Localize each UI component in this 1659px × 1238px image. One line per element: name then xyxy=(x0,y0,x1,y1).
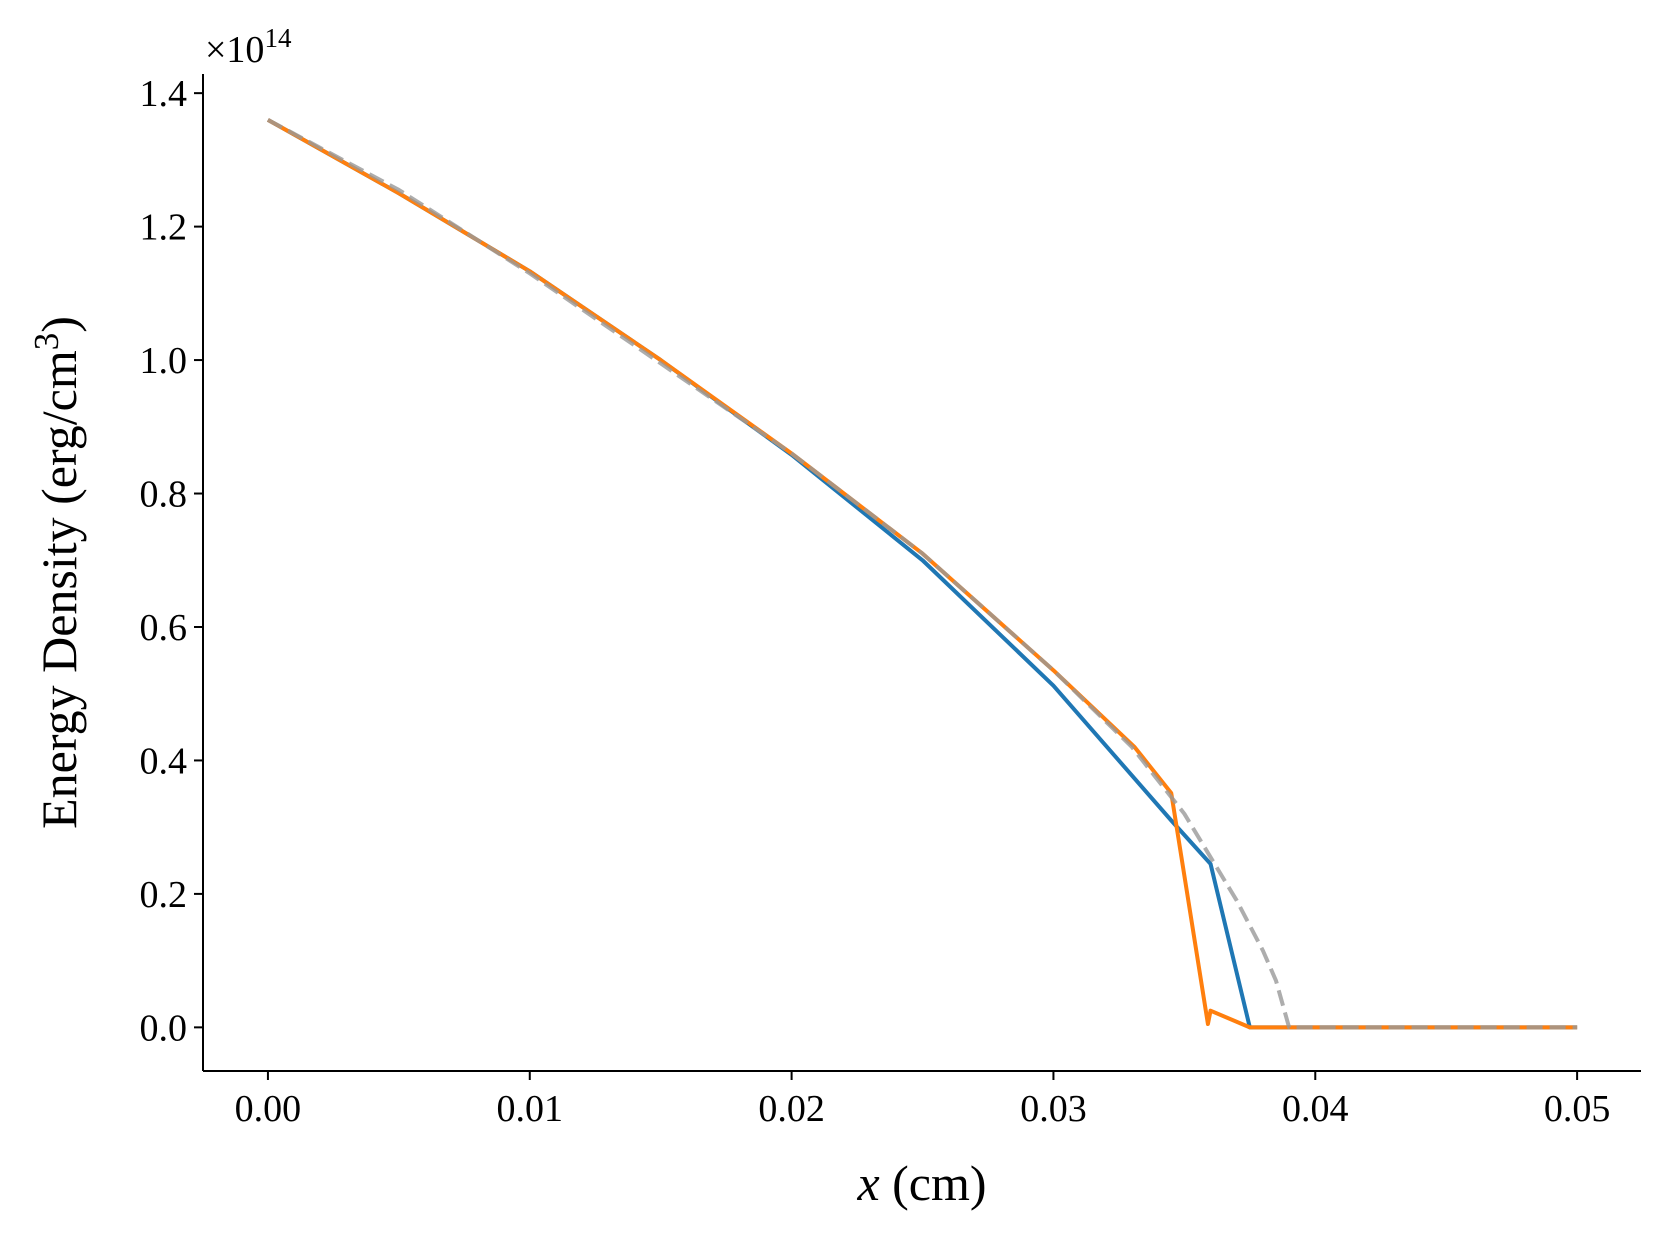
x-axis-label-unit: (cm) xyxy=(880,1155,987,1211)
y-offset-label: ×1014 xyxy=(205,23,292,71)
y-tick-label: 0.0 xyxy=(140,1007,188,1049)
y-tick-label: 0.4 xyxy=(140,740,188,782)
x-tick-label: 0.02 xyxy=(758,1088,825,1130)
x-tick-label: 0.05 xyxy=(1544,1088,1611,1130)
y-tick-label: 0.2 xyxy=(140,874,188,916)
y-offset-exponent: 14 xyxy=(264,23,292,53)
y-tick-label: 1.2 xyxy=(140,207,188,249)
y-axis-label-sup: 3 xyxy=(27,333,66,351)
data-line xyxy=(266,118,1578,1030)
x-tick-label: 0.03 xyxy=(1020,1088,1087,1130)
x-tick-label: 0.04 xyxy=(1282,1088,1349,1130)
x-tick-label: 0.00 xyxy=(235,1088,302,1130)
y-axis-label: Energy Density (erg/cm3) xyxy=(27,316,87,829)
y-tick-label: 0.8 xyxy=(140,474,188,516)
y-offset-base: ×10 xyxy=(205,29,264,71)
y-tick-label: 0.6 xyxy=(140,607,188,649)
y-tick-label: 1.4 xyxy=(140,73,188,115)
x-axis-label: x (cm) xyxy=(856,1155,986,1211)
x-axis-label-var: x xyxy=(856,1155,879,1211)
y-axis-label-end: ) xyxy=(31,316,87,333)
data-line xyxy=(266,118,1578,1030)
data-line xyxy=(266,118,1578,1030)
x-tick-label: 0.01 xyxy=(497,1088,564,1130)
y-axis-label-main: Energy Density (erg/cm xyxy=(31,350,87,829)
y-tick-label: 1.0 xyxy=(140,340,188,382)
